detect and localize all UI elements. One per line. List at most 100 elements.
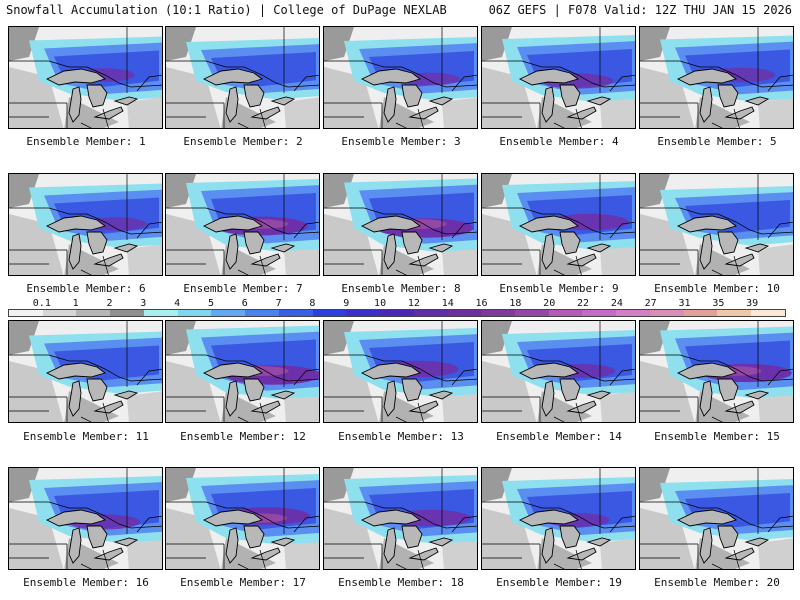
scale-label: 4 [174,298,181,309]
scale-label: 1 [72,298,79,309]
ensemble-member-label: Ensemble Member: 19 [496,576,622,589]
scale-label: 8 [309,298,316,309]
snowfall-map [640,468,793,569]
ensemble-member-label: Ensemble Member: 9 [499,282,619,295]
snowfall-map [482,321,635,422]
scale-label: 10 [374,298,387,309]
scale-label: 3 [140,298,147,309]
scale-label: 2 [106,298,113,309]
scale-swatch [177,310,212,316]
snowfall-map [9,468,162,569]
snowfall-map [640,321,793,422]
ensemble-member-map[interactable] [165,467,320,570]
scale-swatch [481,310,516,316]
ensemble-member-label: Ensemble Member: 16 [23,576,149,589]
snowfall-map [482,174,635,275]
snowfall-map [166,27,319,128]
scale-label: 27 [644,298,657,309]
ensemble-member-map[interactable] [323,467,478,570]
scale-label: 14 [441,298,454,309]
scale-label: 20 [543,298,556,309]
ensemble-member-label: Ensemble Member: 5 [657,135,777,148]
scale-label: 16 [475,298,488,309]
snowfall-map [166,321,319,422]
scale-swatch [312,310,347,316]
scale-label: 24 [610,298,623,309]
snowfall-map [166,468,319,569]
snowfall-map [324,321,477,422]
ensemble-member-label: Ensemble Member: 20 [654,576,780,589]
snowfall-map [482,468,635,569]
ensemble-member-map[interactable] [481,26,636,129]
scale-swatch [717,310,752,316]
scale-swatch [278,310,313,316]
ensemble-member-map[interactable] [165,26,320,129]
snowfall-map [640,27,793,128]
ensemble-member-label: Ensemble Member: 10 [654,282,780,295]
snowfall-map [9,27,162,128]
scale-label: 39 [746,298,759,309]
ensemble-member-map[interactable] [323,26,478,129]
ensemble-member-map[interactable] [323,320,478,423]
scale-swatch [380,310,414,316]
snowfall-map [324,468,477,569]
scale-swatch [582,310,617,316]
snowfall-map [482,27,635,128]
ensemble-member-map[interactable] [639,173,794,276]
snowfall-color-scale: 0.1 1 2 3 4 5 6 7 8 9 10 12 14 16 18 20 22 24 27 31 35 39 [8,298,786,318]
snowfall-map [166,174,319,275]
ensemble-member-label: Ensemble Member: 8 [341,282,461,295]
scale-swatch [447,310,482,316]
scale-label: 7 [275,298,282,309]
scale-label: 35 [712,298,725,309]
ensemble-member-map[interactable] [8,26,163,129]
ensemble-member-label: Ensemble Member: 6 [26,282,146,295]
ensemble-member-map[interactable] [481,467,636,570]
scale-label: 0.1 [32,298,51,309]
scale-swatch [616,310,650,316]
ensemble-member-map[interactable] [639,320,794,423]
ensemble-member-label: Ensemble Member: 11 [23,430,149,443]
scale-swatch [110,310,144,316]
scale-swatch [245,310,279,316]
scale-label: 6 [241,298,248,309]
scale-swatch [346,310,381,316]
scale-swatch [515,310,549,316]
snowfall-map [9,174,162,275]
scale-swatch [649,310,684,316]
ensemble-member-map[interactable] [8,320,163,423]
ensemble-member-map[interactable] [165,320,320,423]
ensemble-member-map[interactable] [481,320,636,423]
scale-swatch [683,310,718,316]
scale-swatch [413,310,448,316]
scale-swatch [9,310,43,316]
snowfall-map [324,27,477,128]
ensemble-member-label: Ensemble Member: 7 [183,282,303,295]
ensemble-member-map[interactable] [165,173,320,276]
scale-swatch [751,310,785,316]
scale-bar [8,309,786,317]
ensemble-member-map[interactable] [8,173,163,276]
scale-label: 22 [577,298,590,309]
ensemble-member-label: Ensemble Member: 15 [654,430,780,443]
ensemble-member-label: Ensemble Member: 12 [180,430,306,443]
model-run-label: 06Z GEFS | F078 Valid: 12Z THU JAN 15 20… [488,3,792,17]
scale-swatch [42,310,77,316]
ensemble-member-label: Ensemble Member: 14 [496,430,622,443]
snowfall-map [9,321,162,422]
ensemble-member-label: Ensemble Member: 4 [499,135,619,148]
ensemble-member-label: Ensemble Member: 1 [26,135,146,148]
ensemble-member-map[interactable] [639,26,794,129]
snowfall-map [324,174,477,275]
ensemble-member-map[interactable] [639,467,794,570]
scale-label: 5 [207,298,214,309]
ensemble-member-map[interactable] [323,173,478,276]
scale-label: 12 [407,298,420,309]
ensemble-member-label: Ensemble Member: 2 [183,135,303,148]
scale-swatch [143,310,178,316]
ensemble-member-label: Ensemble Member: 3 [341,135,461,148]
ensemble-member-map[interactable] [481,173,636,276]
scale-label: 9 [343,298,350,309]
ensemble-member-map[interactable] [8,467,163,570]
scale-label: 18 [509,298,522,309]
